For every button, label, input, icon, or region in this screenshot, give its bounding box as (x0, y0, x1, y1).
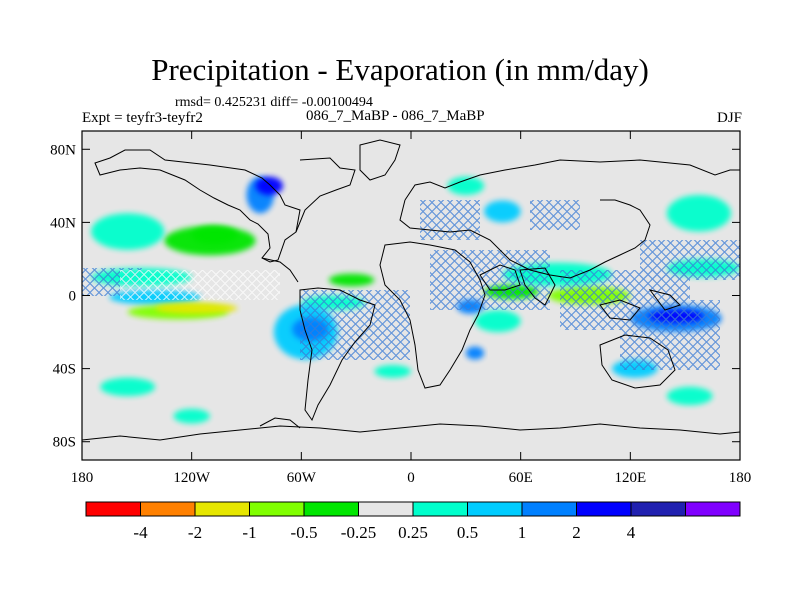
colorbar-swatch (194, 501, 250, 517)
x-tick-label: 60E (509, 470, 533, 486)
y-tick-label: 40S (53, 362, 76, 378)
colorbar-swatch (249, 501, 305, 517)
x-tick-label: 180 (71, 470, 94, 486)
field-cell (465, 346, 485, 360)
colorbar-swatch (358, 501, 414, 517)
field-cell (191, 226, 238, 245)
chart-title: Precipitation - Evaporation (in mm/day) (151, 52, 649, 87)
field-cell (155, 302, 238, 314)
y-axis: 80N 40N 0 40S 80S (50, 142, 740, 451)
y-tick-label: 80S (53, 435, 76, 451)
center-label: 086_7_MaBP - 086_7_MaBP (306, 108, 485, 124)
colorbar-swatch (140, 501, 196, 517)
field-cell (91, 213, 165, 250)
field-cell (374, 364, 411, 378)
season-label: DJF (716, 110, 742, 126)
colorbar-swatch (412, 501, 468, 517)
colorbar-swatch (303, 501, 359, 517)
colorbar-label: 0.5 (457, 523, 478, 542)
y-tick-label: 40N (50, 215, 76, 231)
x-tick-label: 0 (407, 470, 415, 486)
experiment-label: Expt = teyfr3-teyfr2 (82, 110, 203, 126)
field-cell (100, 377, 156, 397)
colorbar-label: 2 (572, 523, 581, 542)
x-axis: 180 120W 60W 0 60E 120E 180 (71, 131, 752, 486)
field-cell (255, 176, 284, 195)
field-cell (474, 310, 521, 333)
colorbar-swatch (685, 501, 741, 517)
colorbar-label: 1 (518, 523, 527, 542)
field-cell (328, 273, 375, 287)
colorbar: -4 -2 -1 -0.5 -0.25 0.25 0.5 1 2 4 (85, 501, 741, 542)
stats-subtitle: rmsd= 0.425231 diff= -0.00100494 (175, 95, 373, 110)
colorbar-label: 0.25 (398, 523, 428, 542)
x-tick-label: 180 (729, 470, 752, 486)
coastlines (82, 139, 740, 441)
y-tick-label: 80N (50, 142, 76, 158)
x-tick-label: 120W (173, 470, 211, 486)
colorbar-swatch (630, 501, 686, 517)
field-cell (173, 408, 210, 424)
significance-hatching (82, 200, 740, 370)
x-tick-label: 120E (614, 470, 646, 486)
colorbar-label: -4 (133, 523, 148, 542)
field-cell (484, 200, 521, 223)
field-cell (666, 386, 713, 406)
field-cell (666, 194, 731, 232)
colorbar-swatch (576, 501, 632, 517)
colorbar-label: -2 (188, 523, 202, 542)
field-cell (447, 176, 485, 195)
colorbar-swatch (85, 501, 141, 517)
colorbar-label: -0.5 (291, 523, 318, 542)
x-tick-label: 60W (287, 470, 317, 486)
colorbar-swatch (521, 501, 577, 517)
y-tick-label: 0 (69, 289, 77, 305)
colorbar-label: -1 (242, 523, 256, 542)
colorbar-swatch (467, 501, 523, 517)
colorbar-label: 4 (627, 523, 636, 542)
colorbar-label: -0.25 (341, 523, 376, 542)
